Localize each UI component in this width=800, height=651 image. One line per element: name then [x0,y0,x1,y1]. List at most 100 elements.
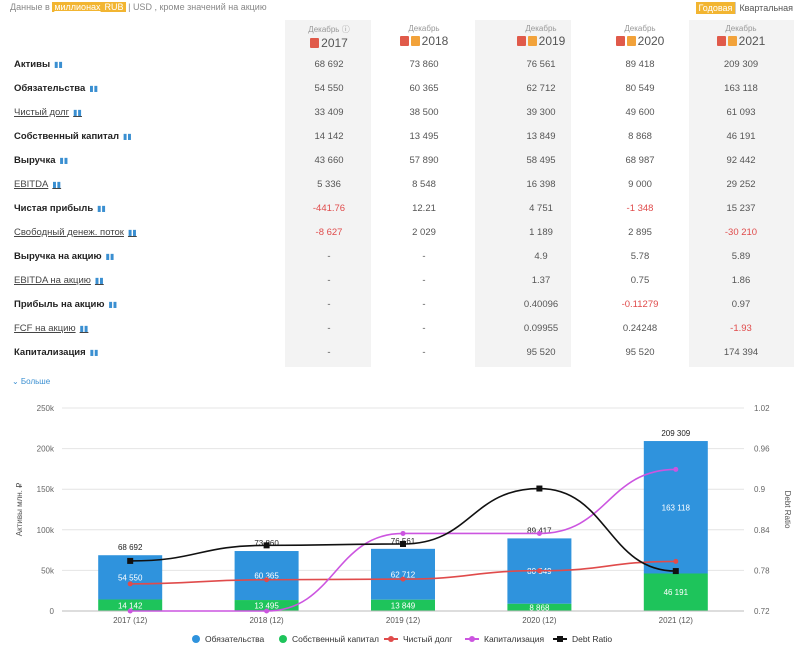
row-label[interactable]: EBITDA ▮▮ [14,179,61,190]
row-label[interactable]: Свободный денеж. поток ▮▮ [14,227,137,238]
mini-chart-icon[interactable]: ▮▮ [79,324,89,333]
point-чистый-долг[interactable] [127,581,133,587]
table-cell: 33 409 [314,107,344,118]
mini-chart-icon[interactable]: ▮▮ [89,348,99,357]
excel-icon[interactable] [527,36,537,46]
row-label[interactable]: Выручка ▮▮ [14,155,68,166]
legend-swatch [192,635,200,643]
mini-chart-icon[interactable]: ▮▮ [54,60,63,69]
bar-total-label: 68 692 [118,543,143,552]
point-капитализация[interactable] [264,608,270,614]
mini-chart-icon[interactable]: ▮▮ [123,132,132,141]
legend-label: Обязательства [205,634,265,644]
units-post: , кроме значений на акцию [154,2,267,12]
y-tick-label: 250k [37,404,55,413]
row-label-text: EBITDA [14,179,49,190]
y2-axis-title: Debt Ratio [783,491,792,529]
row-label[interactable]: Выручка на акцию ▮▮ [14,251,114,262]
point-debt-ratio[interactable] [127,557,134,564]
period-annual-button[interactable]: Годовая [695,2,736,14]
table-cell: 1.86 [731,275,751,286]
bar-equity[interactable] [234,600,299,611]
units-bar: Данные в миллионах RUB | USD , кроме знач… [0,0,800,18]
point-debt-ratio[interactable] [400,541,406,548]
header-year: 2017 [310,36,348,50]
legend-item[interactable]: Собственный капитал [279,634,379,644]
table-cell: - [327,347,331,358]
row-label-text: Выручка на акцию [14,251,102,262]
row-label[interactable]: Капитализация ▮▮ [14,347,99,358]
header-month: Декабрь [624,24,656,33]
legend-item[interactable]: Debt Ratio [553,634,612,644]
legend-item[interactable]: Чистый долг [384,634,452,644]
mini-chart-icon[interactable]: ▮▮ [97,204,106,213]
row-label[interactable]: FCF на акцию ▮▮ [14,323,88,334]
table-cell: 14 142 [314,131,344,142]
mini-chart-icon[interactable]: ▮▮ [89,84,99,93]
table-cell: -1.93 [730,323,752,334]
bar-equity[interactable] [98,599,163,611]
row-label[interactable]: Чистая прибыль ▮▮ [14,203,106,214]
table-cell: - [422,323,426,334]
mini-chart-icon[interactable]: ▮▮ [59,156,69,165]
point-debt-ratio[interactable] [536,485,543,492]
mini-chart-icon[interactable]: ▮▮ [52,180,62,189]
pdf-icon[interactable] [716,36,726,46]
table-cell: 13 849 [526,131,556,142]
row-label-text: Собственный капитал [14,131,119,142]
pdf-icon[interactable] [399,36,409,46]
header-month: Декабрь [408,24,440,33]
point-debt-ratio[interactable] [672,568,679,575]
point-капитализация[interactable] [673,466,679,472]
pdf-icon[interactable] [516,36,526,46]
point-чистый-долг[interactable] [673,558,679,564]
bar-equity[interactable] [371,599,435,611]
legend-swatch [279,635,287,643]
row-label[interactable]: Чистый долг ▮▮ [14,107,82,118]
column-shade-2019 [475,20,571,367]
excel-icon[interactable] [727,36,737,46]
header-year-text: 2020 [637,34,665,48]
bar-equity[interactable] [643,573,708,611]
mini-chart-icon[interactable]: ▮▮ [94,276,104,285]
bar-liabilities[interactable] [371,548,435,600]
mini-chart-icon[interactable]: ▮▮ [105,252,115,261]
row-label[interactable]: Прибыль на акцию ▮▮ [14,299,117,310]
point-капитализация[interactable] [400,530,406,536]
excel-icon[interactable] [626,36,636,46]
row-label[interactable]: EBITDA на акцию ▮▮ [14,275,104,286]
mini-chart-icon[interactable]: ▮▮ [73,108,82,117]
units-multiplier-toggle[interactable]: миллионах [52,2,103,12]
point-чистый-долг[interactable] [536,568,542,574]
row-label[interactable]: Собственный капитал ▮▮ [14,131,132,142]
point-debt-ratio[interactable] [263,542,270,549]
row-label[interactable]: Обязательства ▮▮ [14,83,98,94]
point-капитализация[interactable] [127,608,133,614]
table-cell: 95 520 [526,347,556,358]
currency-usd-toggle[interactable]: USD [132,2,152,12]
chart-legend: Обязательства Собственный капитал Чистый д… [0,634,800,648]
row-label[interactable]: Активы ▮▮ [14,59,63,70]
period-quarterly-button[interactable]: Квартальная [735,2,796,14]
mini-chart-icon[interactable]: ▮▮ [127,228,137,237]
legend-item[interactable]: Обязательства [192,634,264,644]
pdf-icon[interactable] [615,36,625,46]
legend-item[interactable]: Капитализация [465,634,544,644]
table-cell: 9 000 [628,179,652,190]
currency-rub-toggle[interactable]: RUB [102,2,126,12]
bar-liabilities[interactable] [234,551,299,601]
mini-chart-icon[interactable]: ▮▮ [108,300,118,309]
table-cell: - [422,251,426,262]
bar-equity[interactable] [507,603,572,611]
pdf-icon[interactable] [310,38,320,48]
table-cell: 54 550 [314,83,344,94]
table-cell: - [422,299,426,310]
row-label-text: Свободный денеж. поток [14,227,124,238]
bar-liabilities[interactable] [643,441,708,574]
point-капитализация[interactable] [536,530,542,536]
excel-icon[interactable] [410,36,420,46]
period-switch: Годовая Квартальная [695,2,796,14]
more-link[interactable]: ⌄ Больше [12,377,51,386]
point-чистый-долг[interactable] [400,576,406,582]
point-чистый-долг[interactable] [264,577,270,583]
